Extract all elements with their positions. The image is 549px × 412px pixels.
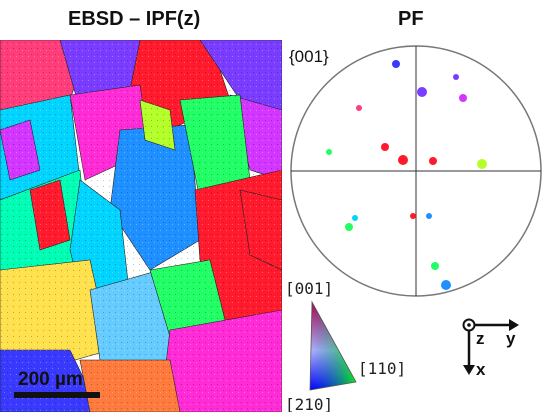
pole-spot (392, 60, 400, 68)
ipf-corner-210: [210] (286, 395, 333, 412)
pole-spot (356, 105, 362, 111)
pole-spot (426, 213, 432, 219)
y-axis-arrow-icon (509, 319, 519, 331)
pole-spot (429, 157, 437, 165)
pole-spot (417, 87, 427, 97)
z-axis-label: z (476, 329, 485, 348)
ipf-corner-001: [001] (286, 279, 333, 298)
scale-bar-label: 200 µm (18, 369, 83, 390)
pole-family-label: {001} (289, 47, 329, 66)
z-axis-out-of-page-icon (462, 318, 476, 332)
pf-title: PF (398, 8, 424, 30)
pole-spot (345, 223, 353, 231)
pole-spot (453, 74, 459, 80)
pole-spot (459, 94, 467, 102)
x-axis-arrow-icon (463, 365, 475, 375)
pole-spot (431, 262, 439, 270)
pole-spot (398, 155, 408, 165)
pole-spot (410, 213, 416, 219)
pole-figure-panel: {001} [001] [110] [210] z y x (286, 45, 542, 412)
pole-spot (352, 215, 358, 221)
pole-spot (326, 149, 332, 155)
ebsd-title: EBSD – IPF(z) (68, 8, 201, 30)
scale-bar: 200 µm (14, 369, 100, 398)
pole-spots (326, 60, 487, 290)
y-axis-label: y (506, 329, 516, 348)
ipf-color-key (309, 300, 357, 391)
pole-spot (381, 143, 389, 151)
pole-spot (477, 159, 487, 169)
pole-spot (441, 280, 451, 290)
ebsd-ipf-map: 200 µm (0, 40, 282, 412)
sample-axes: z y x (462, 318, 519, 379)
ipf-corner-110: [110] (358, 359, 406, 378)
x-axis-label: x (476, 360, 486, 379)
